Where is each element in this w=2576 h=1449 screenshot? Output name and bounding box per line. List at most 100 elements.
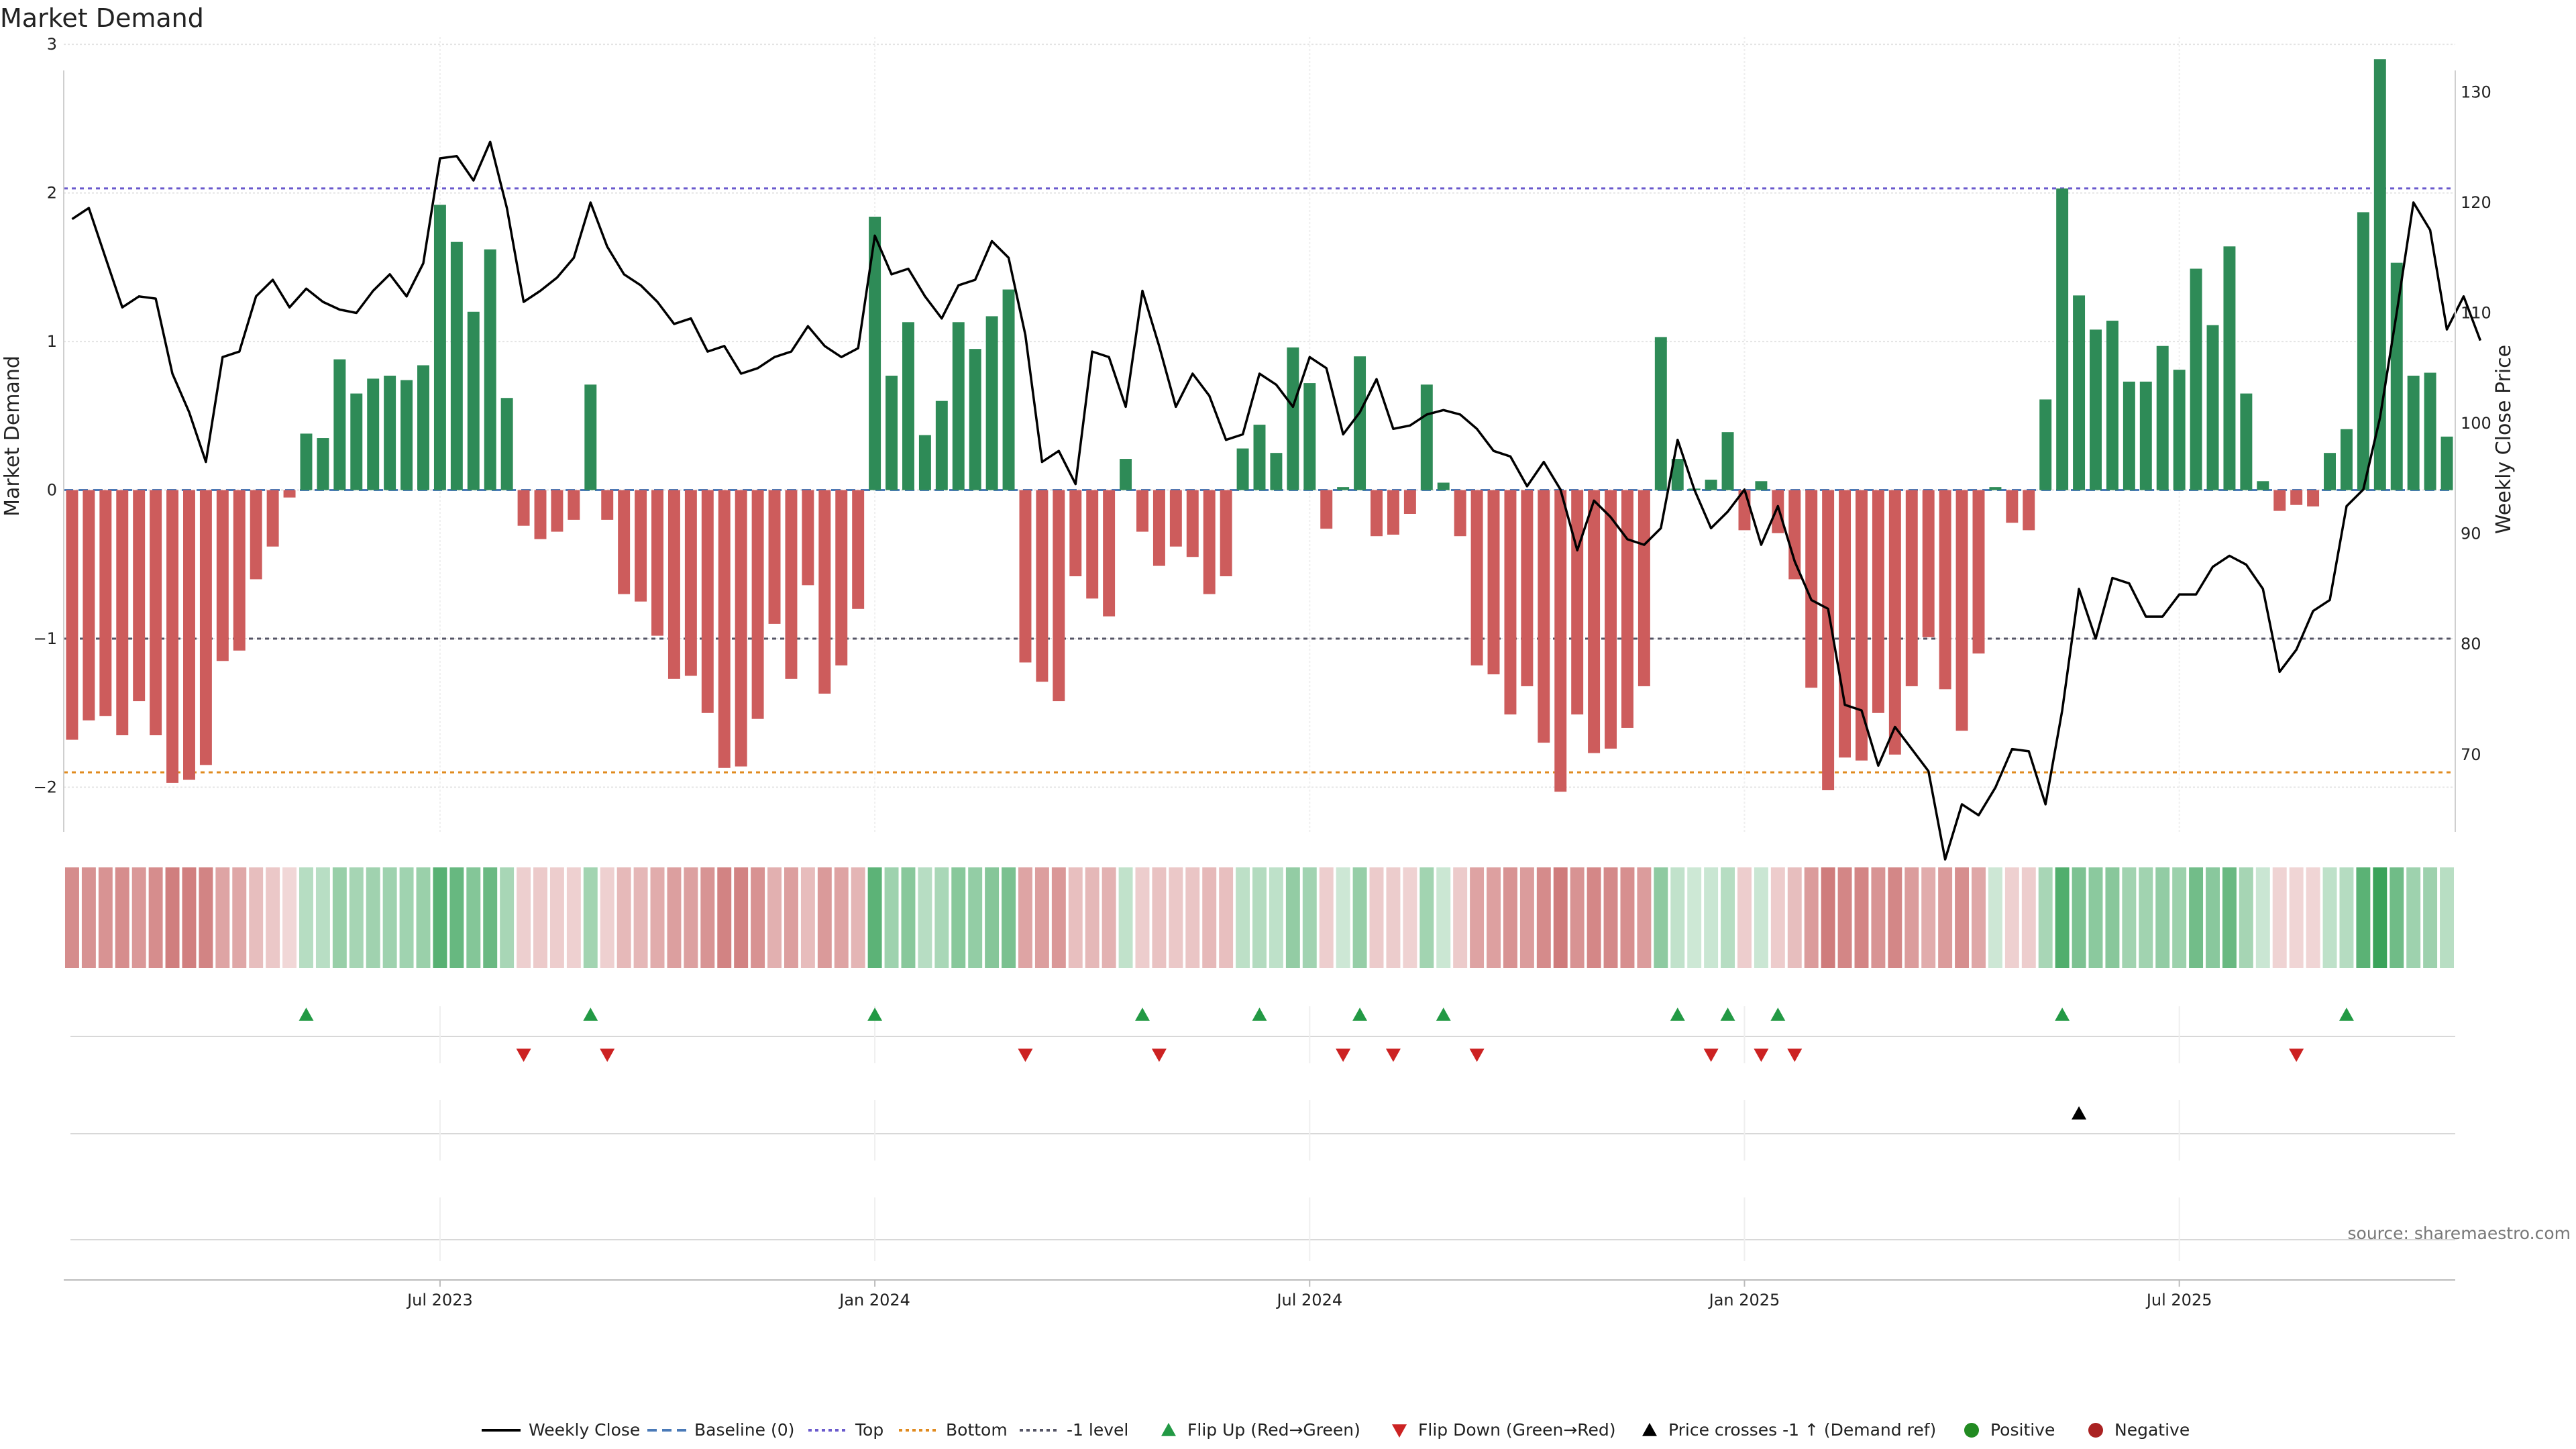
flip-up-marker	[1720, 1008, 1735, 1021]
flip-up-marker	[1252, 1008, 1267, 1021]
strip-cell	[433, 867, 447, 968]
demand-bar-positive	[2190, 268, 2202, 490]
strip-cell	[1051, 867, 1066, 968]
demand-bar-positive	[433, 205, 446, 490]
flip-down-marker	[1787, 1049, 1803, 1062]
strip-cell	[332, 867, 347, 968]
strip-cell	[1603, 867, 1618, 968]
demand-bar-negative	[1152, 490, 1165, 566]
demand-bar-positive	[935, 400, 948, 490]
weekly-close-line	[71, 140, 2482, 861]
strip-cell	[1854, 867, 1869, 968]
demand-bar-negative	[1839, 490, 1851, 758]
demand-bar-positive	[2090, 329, 2102, 490]
strip-cell	[1787, 867, 1802, 968]
demand-bar-positive	[2257, 481, 2269, 490]
legend-label: Flip Up (Red→Green)	[1187, 1420, 1360, 1440]
demand-bar-negative	[1588, 490, 1601, 753]
legend-label: Positive	[1990, 1420, 2055, 1440]
strip-cell	[1336, 867, 1350, 968]
x-tick-label: Jan 2025	[1708, 1291, 1780, 1309]
demand-bar-positive	[2440, 436, 2453, 490]
demand-bar-negative	[199, 490, 212, 765]
strip-cell	[2255, 867, 2270, 968]
strip-cell	[1837, 867, 1852, 968]
strip-cell	[2239, 867, 2253, 968]
flip-down-marker	[2289, 1049, 2304, 1062]
strip-cell	[1169, 867, 1183, 968]
axes: −2 −1 0 1 2 3 70 80 90 100 110 120 130	[34, 35, 2491, 832]
demand-bar-negative	[1169, 490, 1182, 547]
demand-bar-negative	[2006, 490, 2019, 523]
demand-bar-negative	[1571, 490, 1584, 715]
demand-bar-negative	[1922, 490, 1935, 637]
demand-bar-negative	[1788, 490, 1801, 580]
demand-bar-negative	[183, 490, 195, 780]
demand-bar-negative	[1621, 490, 1633, 728]
strip-cell	[1252, 867, 1267, 968]
strip-cell	[2038, 867, 2053, 968]
price-cross-marker	[2072, 1106, 2087, 1120]
demand-bar-negative	[150, 490, 162, 736]
y-tick-label: 2	[47, 184, 57, 203]
flip-down-marker	[1754, 1049, 1769, 1062]
demand-bar-positive	[350, 393, 363, 490]
strip-cell	[2356, 867, 2371, 968]
demand-bar-positive	[952, 322, 965, 490]
demand-bar-positive	[1989, 487, 2002, 490]
strip-cell	[1921, 867, 1936, 968]
strip-cell	[2021, 867, 2036, 968]
demand-bar-negative	[1203, 490, 1216, 594]
strip-cell	[684, 867, 698, 968]
demand-bar-negative	[1103, 490, 1116, 616]
strip-cell	[2122, 867, 2137, 968]
demand-bar-negative	[1504, 490, 1517, 715]
y2-axis-label: Weekly Close Price	[2492, 345, 2516, 534]
demand-bar-positive	[1337, 487, 1350, 490]
strip-cell	[182, 867, 197, 968]
demand-bar-positive	[450, 241, 463, 490]
demand-bar-positive	[969, 349, 981, 490]
strip-cell	[1185, 867, 1200, 968]
demand-bar-positive	[2424, 372, 2436, 490]
y-tick-label: −1	[34, 629, 57, 648]
strip-cell	[2289, 867, 2304, 968]
strip-cell	[1654, 867, 1668, 968]
strip-cell	[382, 867, 397, 968]
demand-bar-positive	[1120, 459, 1132, 490]
demand-bar-positive	[2324, 453, 2336, 490]
strip-cell	[1236, 867, 1250, 968]
strip-cell	[416, 867, 431, 968]
strip-cell	[64, 867, 79, 968]
demand-bar-negative	[216, 490, 229, 661]
strip-cell	[1587, 867, 1601, 968]
legend-label: Top	[855, 1420, 883, 1440]
x-tick-label: Jul 2025	[2145, 1291, 2212, 1309]
strip-cell	[1972, 867, 1986, 968]
demand-bar-positive	[2056, 188, 2069, 490]
x-tick-label: Jul 2023	[406, 1291, 473, 1309]
flip-up-marker	[1134, 1008, 1150, 1021]
demand-bar-negative	[618, 490, 631, 594]
strip-cell	[1553, 867, 1568, 968]
strip-cell	[1770, 867, 1785, 968]
demand-bar-positive	[500, 398, 513, 490]
demand-bar-negative	[802, 490, 814, 586]
demand-bar-negative	[551, 490, 564, 532]
strip-cell	[1018, 867, 1032, 968]
demand-bar-positive	[484, 249, 496, 490]
strip-cell	[1670, 867, 1685, 968]
strip-cell	[2440, 867, 2455, 968]
flip-down-marker	[1469, 1049, 1485, 1062]
demand-bar-negative	[116, 490, 129, 736]
strip-cell	[517, 867, 531, 968]
demand-bar-negative	[768, 490, 781, 624]
y2-tick-label: 110	[2461, 303, 2491, 322]
strip-cell	[1369, 867, 1384, 968]
strip-cell	[2172, 867, 2187, 968]
strip-cell	[2072, 867, 2086, 968]
demand-bar-negative	[1019, 490, 1032, 663]
strip-cell	[1754, 867, 1768, 968]
demand-bar-negative	[133, 490, 146, 702]
strip-cell	[1453, 867, 1468, 968]
